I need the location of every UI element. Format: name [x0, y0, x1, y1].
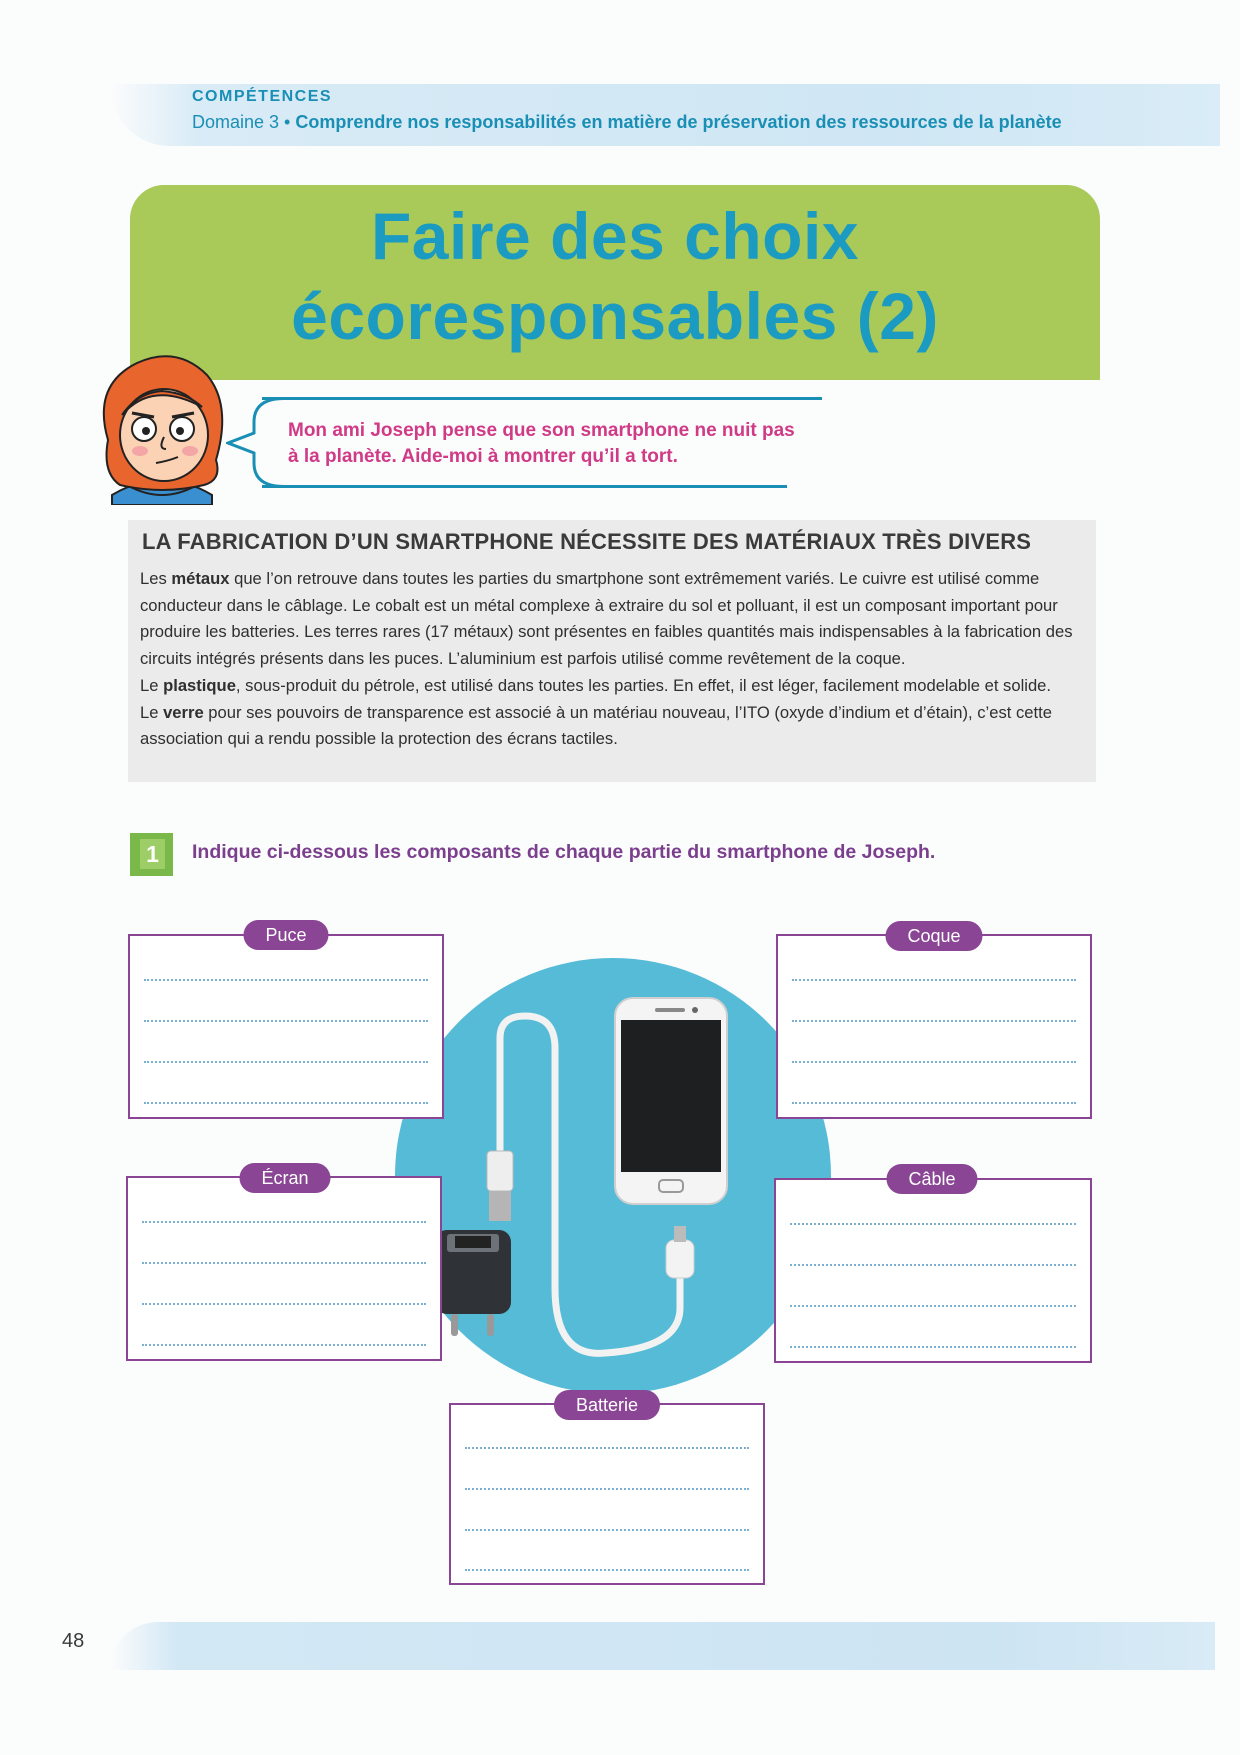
page-number: 48 — [62, 1630, 85, 1652]
info-box — [128, 520, 1096, 782]
label-ecran: Écran — [239, 1163, 331, 1193]
speech-bubble-bottom — [262, 485, 787, 488]
question-number: 1 — [140, 839, 165, 869]
label-batterie: Batterie — [553, 1390, 661, 1420]
answer-box-coque[interactable] — [776, 934, 1092, 1119]
answer-line[interactable] — [465, 1529, 749, 1531]
speech-bubble-tail — [226, 397, 285, 488]
answer-box-cable[interactable] — [774, 1178, 1092, 1363]
micro-usb-plug-icon — [665, 1239, 695, 1279]
answer-line[interactable] — [144, 1020, 428, 1022]
title-line-1: Faire des choix — [370, 199, 860, 273]
usb-plug-icon — [486, 1150, 514, 1192]
answer-line[interactable] — [142, 1221, 426, 1223]
info-body: Les métaux que l’on retrouve dans toutes… — [140, 566, 1086, 753]
domain-prefix: Domaine 3 • — [192, 112, 291, 132]
title-line-2: écoresponsables (2) — [291, 279, 939, 353]
answer-line[interactable] — [792, 1061, 1076, 1063]
competences-label: COMPÉTENCES — [192, 88, 333, 105]
label-puce: Puce — [243, 920, 329, 950]
speech-bubble-top — [262, 397, 822, 400]
keyword-plastique: plastique — [163, 675, 236, 695]
page-title: Faire des choix écoresponsables (2) — [130, 196, 1100, 356]
answer-line[interactable] — [790, 1346, 1076, 1348]
info-paragraph-verre: Le verre pour ses pouvoirs de transparen… — [140, 702, 1052, 749]
label-coque: Coque — [885, 921, 983, 951]
answer-line[interactable] — [465, 1488, 749, 1490]
info-heading: LA FABRICATION D’UN SMARTPHONE NÉCESSITE… — [142, 529, 1032, 554]
question-number-badge: 1 — [130, 833, 173, 876]
keyword-metaux: métaux — [171, 569, 230, 588]
title-box — [130, 185, 1100, 380]
answer-line[interactable] — [142, 1344, 426, 1346]
answer-line[interactable] — [790, 1223, 1076, 1225]
question-text: Indique ci-dessous les composants de cha… — [192, 841, 936, 863]
header-band — [110, 84, 1220, 146]
answer-line[interactable] — [144, 979, 428, 981]
domain-text: Comprendre nos responsabilités en matièr… — [295, 112, 1062, 132]
answer-line[interactable] — [790, 1264, 1076, 1266]
smartphone-charger-illustration — [435, 997, 728, 1357]
charger-icon — [435, 1230, 511, 1336]
answer-line[interactable] — [142, 1262, 426, 1264]
answer-line[interactable] — [144, 1102, 428, 1104]
answer-box-ecran[interactable] — [126, 1176, 442, 1361]
answer-line[interactable] — [792, 1020, 1076, 1022]
domain-line: Domaine 3 • Comprendre nos responsabilit… — [192, 112, 1062, 133]
answer-line[interactable] — [465, 1569, 749, 1571]
footer-band — [110, 1622, 1215, 1670]
answer-box-puce[interactable] — [128, 934, 444, 1119]
illustration-circle — [395, 958, 831, 1394]
speech-text: Mon ami Joseph pense que son smartphone … — [288, 420, 795, 467]
answer-box-batterie[interactable] — [449, 1403, 765, 1585]
answer-line[interactable] — [790, 1305, 1076, 1307]
info-paragraph-plastique: Le plastique, sous-produit du pétrole, e… — [140, 675, 1052, 695]
smartphone-icon — [614, 997, 728, 1205]
answer-line[interactable] — [142, 1303, 426, 1305]
keyword-verre: verre — [163, 702, 204, 722]
answer-line[interactable] — [465, 1447, 749, 1449]
answer-line[interactable] — [792, 979, 1076, 981]
answer-line[interactable] — [144, 1061, 428, 1063]
info-paragraph-metaux: Les métaux que l’on retrouve dans toutes… — [140, 569, 1073, 669]
answer-line[interactable] — [792, 1102, 1076, 1104]
label-cable: Câble — [886, 1164, 978, 1194]
cable-icon — [496, 1012, 684, 1357]
girl-avatar-icon — [102, 355, 224, 505]
